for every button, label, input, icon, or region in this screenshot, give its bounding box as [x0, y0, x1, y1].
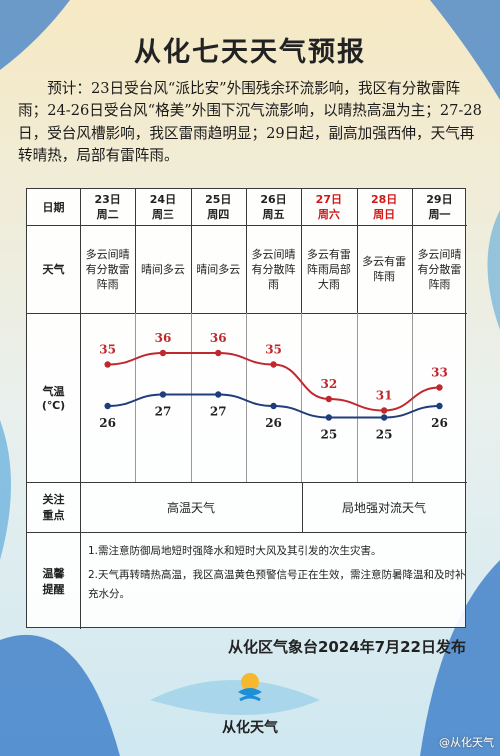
day-date: 24日 [149, 193, 177, 206]
grid-line [27, 313, 467, 314]
low-temp-point [270, 402, 277, 410]
day-weather: 晴间多云 [196, 262, 241, 276]
grid-line [27, 532, 467, 533]
grid-line [356, 313, 358, 482]
low-temp-point [215, 391, 222, 398]
low-temp-point [159, 391, 167, 398]
day-date: 27日 [315, 193, 342, 206]
high-temp-point [215, 349, 222, 357]
day-date: 26日 [260, 193, 287, 206]
high-temp-point [325, 395, 333, 403]
grid-line [245, 313, 247, 482]
day-header: 27日周六 [301, 189, 356, 225]
day-weekday: 周一 [428, 208, 451, 221]
day-weekday: 周四 [207, 208, 230, 221]
day-weekday: 周五 [262, 208, 285, 221]
day-header: 29日周一 [412, 189, 467, 225]
high-temp-label: 32 [320, 377, 337, 391]
grid-line [80, 189, 81, 629]
high-temp-label: 35 [99, 343, 116, 357]
grid-line [190, 313, 192, 482]
high-temp-label: 36 [155, 331, 172, 345]
day-date: 29日 [426, 193, 453, 206]
low-temp-point [104, 402, 111, 410]
grid-line [302, 482, 303, 532]
low-temp-label: 27 [210, 405, 227, 419]
grid-line [135, 189, 137, 313]
grid-line [301, 189, 303, 313]
low-temp-label: 26 [99, 416, 116, 430]
forecast-table: 日期 天气 气温 (℃) 关注 重点 温馨 提醒 23日周二多云间晴有分散雷阵雨… [26, 188, 467, 629]
grid-line [27, 482, 467, 483]
tip-item: 2.天气再转晴热高温，我区高温黄色预警信号正在生效，需注意防暑降温和及时补充水分… [88, 569, 466, 600]
day-weekday: 周六 [317, 208, 340, 221]
watermark: @从化天气 [439, 736, 494, 749]
low-temp-point [380, 414, 388, 421]
day-weather: 多云有雷阵雨局部大雨 [306, 247, 351, 291]
high-temp-label: 35 [265, 343, 282, 357]
day-weekday: 周二 [96, 208, 119, 221]
high-temp-point [436, 384, 443, 391]
high-temp-point [104, 361, 111, 368]
temperature-chart: 35 36 36 35 32 31 33 26 27 27 26 25 25 26 [99, 331, 448, 442]
low-temp-label: 26 [431, 416, 448, 430]
day-weather: 多云间晴有分散雷阵雨 [85, 247, 130, 291]
day-weather: 多云有雷阵雨 [362, 255, 407, 283]
low-temp-point [436, 402, 443, 410]
logo [238, 673, 262, 702]
day-date: 25日 [205, 193, 232, 206]
day-weekday: 周三 [151, 208, 174, 221]
day-header: 23日周二 [80, 189, 135, 225]
high-temp-point [380, 407, 388, 414]
row-label-date: 日期 [42, 201, 65, 214]
row-label-weather: 天气 [42, 263, 65, 276]
grid-line [411, 189, 413, 313]
low-temp-label: 25 [320, 428, 337, 442]
tips-list: 1.需注意防御局地短时强降水和短时大风及其引发的次生灾害。 2.天气再转晴热高温… [80, 532, 466, 604]
day-date: 23日 [94, 193, 121, 206]
day-weekday: 周日 [373, 208, 396, 221]
low-temp-label: 26 [265, 416, 282, 430]
page-title: 从化七天天气预报 [134, 37, 366, 68]
grid-line [135, 313, 137, 482]
day-weather: 晴间多云 [140, 262, 185, 276]
day-header: 26日周五 [246, 189, 301, 225]
brand-name: 从化天气 [222, 720, 278, 736]
focus-high-temp: 高温天气 [166, 500, 215, 515]
high-temp-label: 33 [431, 366, 448, 380]
day-header: 28日周日 [357, 189, 412, 225]
high-temp-point [270, 361, 277, 368]
tip-item: 1.需注意防御局地短时强降水和短时大风及其引发的次生灾害。 [88, 545, 382, 557]
high-temp-label: 31 [376, 389, 393, 403]
grid-line [301, 313, 303, 482]
day-date: 28日 [370, 193, 398, 206]
row-label-temp: 气温 (℃) [41, 385, 66, 412]
grid-line [245, 189, 247, 313]
day-header: 25日周四 [191, 189, 246, 225]
publisher-footer: 从化区气象台2024年7月22日发布 [227, 638, 466, 656]
high-temp-point [159, 349, 167, 357]
grid-line [27, 225, 467, 226]
day-header: 24日周三 [135, 189, 190, 225]
day-weather: 多云间晴有分散阵雨 [251, 247, 296, 291]
row-label-tips: 温馨 提醒 [42, 566, 65, 596]
grid-line [190, 189, 192, 313]
high-temp-label: 36 [210, 331, 227, 345]
low-temp-label: 27 [155, 405, 172, 419]
grid-line [356, 189, 358, 313]
forecast-summary: 预计：23日受台风“派比安”外围残余环流影响，我区有分散雷阵雨；24-26日受台… [18, 80, 482, 165]
low-temp-point [325, 414, 333, 421]
focus-convection: 局地强对流天气 [341, 500, 426, 515]
row-label-focus: 关注 重点 [42, 493, 65, 522]
low-temp-label: 25 [376, 428, 393, 442]
day-weather: 多云间晴有分散雷阵雨 [417, 247, 462, 291]
